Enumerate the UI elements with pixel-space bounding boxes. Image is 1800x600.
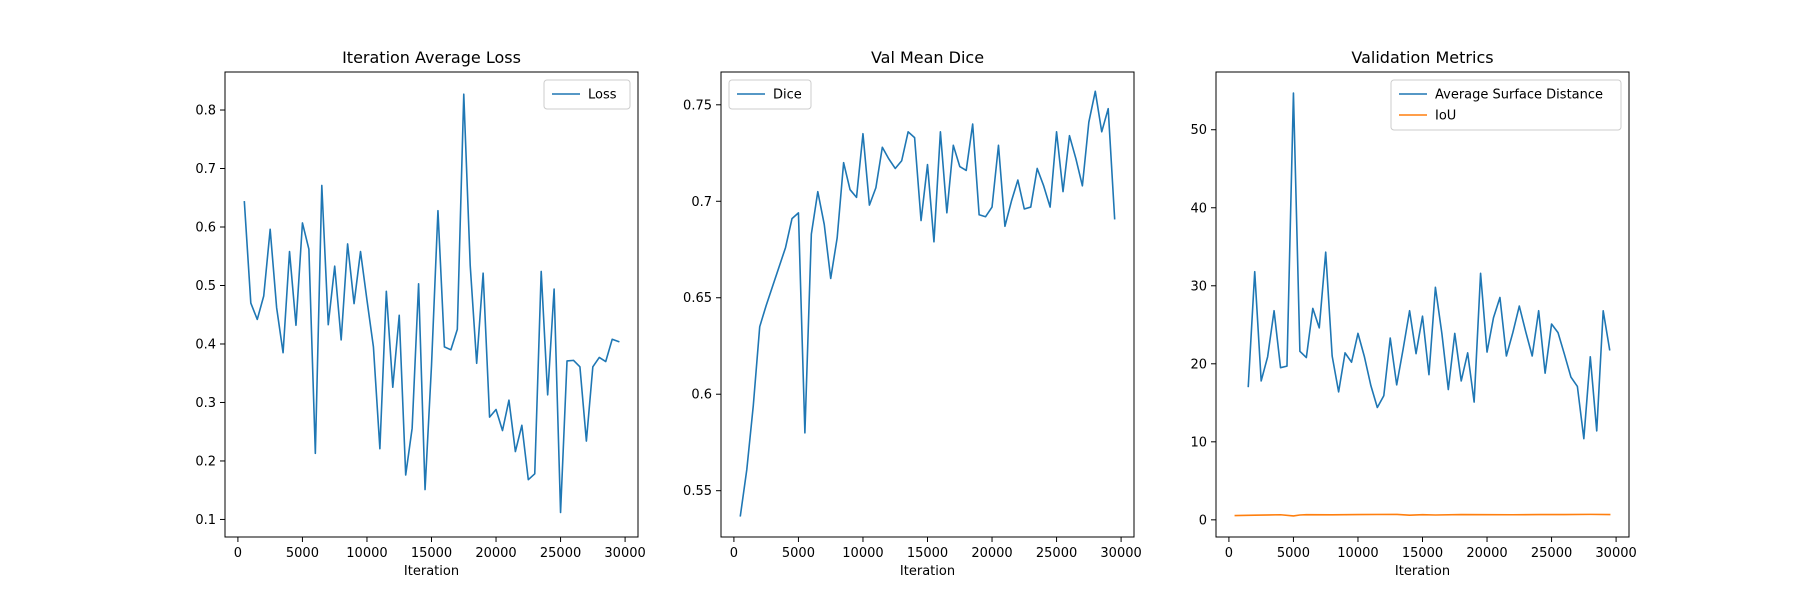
legend: Loss (543, 79, 631, 110)
x-tick-label: 0 (730, 546, 738, 561)
x-axis-label: Iteration (1395, 564, 1450, 579)
y-tick-label: 30 (1190, 279, 1207, 294)
x-tick-label: 10000 (842, 546, 883, 561)
axes-frame (224, 71, 639, 538)
y-tick-label: 0.55 (683, 484, 712, 499)
x-tick-label: 5000 (1277, 546, 1310, 561)
chart-panel-2: Val Mean Dice 0 5000 10000 15000 20000 25000 30… (683, 48, 1142, 579)
x-tick-label: 20000 (475, 546, 516, 561)
x-tick-label: 0 (234, 546, 242, 561)
x-tick-label: 25000 (1036, 546, 1077, 561)
x-tick-label: 15000 (411, 546, 452, 561)
axes-frame (1215, 71, 1630, 538)
chart-title: Iteration Average Loss (342, 48, 521, 67)
y-tick-label: 0.5 (195, 279, 216, 294)
legend-box (1390, 79, 1622, 131)
legend: Average Surface Distance IoU (1390, 79, 1622, 131)
legend-label: Average Surface Distance (1435, 88, 1603, 103)
x-tick-label: 0 (1225, 546, 1233, 561)
legend-label: Dice (773, 88, 802, 103)
y-tick-label: 20 (1190, 357, 1207, 372)
chart-title: Validation Metrics (1351, 48, 1493, 67)
y-tick-label: 0.2 (195, 454, 216, 469)
x-tick-label: 15000 (1402, 546, 1443, 561)
legend: Dice (728, 79, 812, 110)
x-tick-label: 25000 (540, 546, 581, 561)
legend-label: Loss (588, 88, 617, 103)
x-tick-label: 20000 (971, 546, 1012, 561)
y-tick-label: 0.4 (195, 337, 216, 352)
y-tick-label: 0.1 (195, 513, 216, 528)
x-tick-label: 15000 (907, 546, 948, 561)
legend-label: IoU (1435, 109, 1456, 124)
x-axis-label: Iteration (900, 564, 955, 579)
x-tick-label: 25000 (1531, 546, 1572, 561)
series-line-iou (1234, 513, 1611, 517)
y-tick-label: 0.6 (691, 388, 712, 403)
series-line-dice (739, 90, 1116, 517)
y-tick-label: 0.3 (195, 396, 216, 411)
chart-panel-3: Validation Metrics 0 5000 10000 15000 20000 25… (1190, 48, 1636, 579)
x-tick-label: 10000 (1337, 546, 1378, 561)
chart-panel-1: Iteration Average Loss 0 5000 10000 15000 200… (195, 48, 645, 579)
legend-box (543, 79, 631, 110)
y-tick-label: 50 (1190, 123, 1207, 138)
y-tick-label: 0.6 (195, 221, 216, 236)
x-axis-label: Iteration (404, 564, 459, 579)
series-line-average-surface-distance (1247, 92, 1611, 440)
legend-box (728, 79, 812, 110)
y-tick-label: 10 (1190, 435, 1207, 450)
x-tick-label: 20000 (1466, 546, 1507, 561)
x-tick-label: 30000 (1100, 546, 1141, 561)
y-tick-label: 0.8 (195, 104, 216, 119)
y-tick-label: 0.75 (683, 98, 712, 113)
y-tick-label: 0.65 (683, 291, 712, 306)
x-tick-label: 5000 (286, 546, 319, 561)
axes-frame (720, 71, 1135, 538)
y-tick-label: 40 (1190, 201, 1207, 216)
x-tick-label: 10000 (346, 546, 387, 561)
series-line-loss (243, 93, 620, 514)
y-tick-label: 0.7 (195, 162, 216, 177)
y-tick-label: 0.7 (691, 195, 712, 210)
y-tick-label: 0 (1199, 513, 1207, 528)
x-tick-label: 30000 (1595, 546, 1636, 561)
chart-title: Val Mean Dice (871, 48, 984, 67)
x-tick-label: 30000 (604, 546, 645, 561)
x-tick-label: 5000 (782, 546, 815, 561)
